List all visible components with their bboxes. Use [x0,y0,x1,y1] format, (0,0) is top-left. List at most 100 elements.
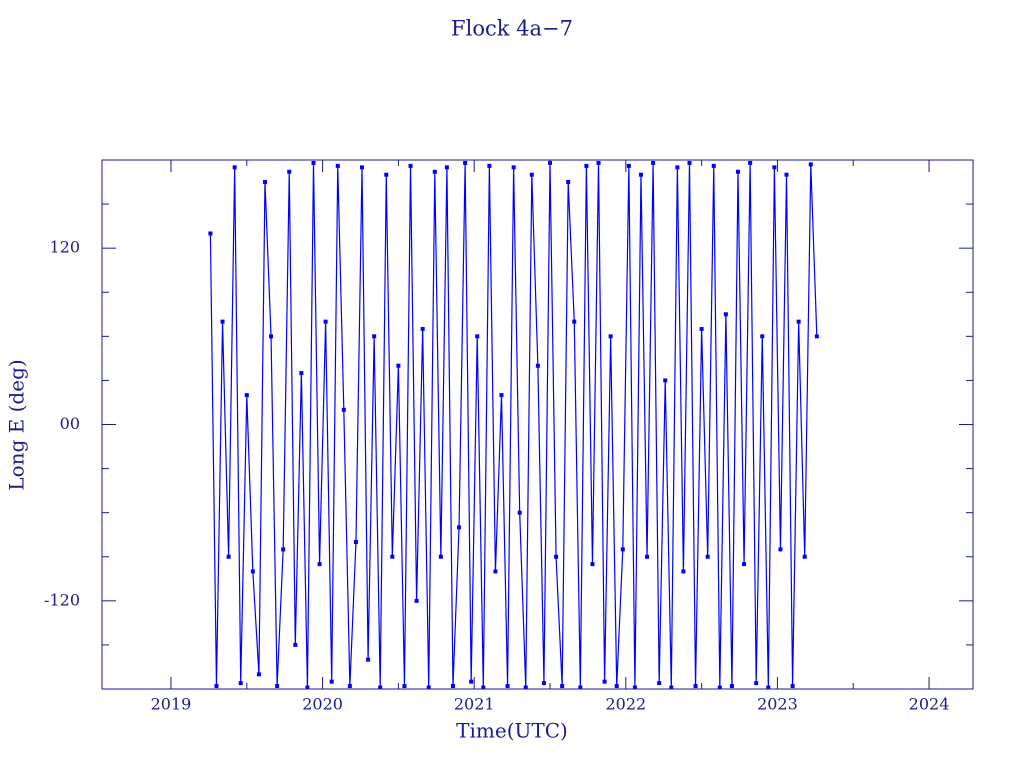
data-point [645,554,650,559]
x-tick-label: 2023 [757,695,798,714]
data-point [432,169,437,174]
data-point [693,684,698,689]
data-point [250,569,255,574]
data-point [760,334,765,339]
data-point [426,685,431,689]
data-point [262,180,267,185]
data-point [378,685,383,689]
data-point [772,165,777,170]
data-point [481,685,486,689]
data-point [517,510,522,515]
data-point [408,163,413,168]
data-point [590,562,595,567]
data-point [729,684,734,689]
data-point [748,160,753,165]
data-point [420,326,425,331]
data-point [566,180,571,185]
data-point [814,334,819,339]
data-point [414,598,419,603]
data-point [499,393,504,398]
data-point [341,407,346,412]
data-point [608,334,613,339]
data-point [396,363,401,368]
x-tick-label: 2019 [151,695,192,714]
data-point [244,393,249,398]
data-point [669,685,674,689]
data-point [226,554,231,559]
plot-area [208,160,819,689]
data-point [742,562,747,567]
data-point [281,547,286,552]
data-point [323,319,328,324]
data-point [329,679,334,684]
data-point [808,162,813,167]
data-point [766,685,771,689]
data-point [614,684,619,689]
data-point [505,684,510,689]
data-point [232,165,237,170]
data-point [541,681,546,686]
data-point [372,334,377,339]
data-point [802,554,807,559]
y-axis-label: Long E (deg) [5,359,29,490]
data-point [790,684,795,689]
data-point [681,569,686,574]
data-point [796,319,801,324]
x-tick-label: 2024 [909,695,950,714]
data-point [438,554,443,559]
chart-title: Flock 4a−7 [451,17,573,41]
data-point [632,685,637,689]
data-point [560,684,565,689]
data-point [596,160,601,165]
data-point [529,172,534,177]
data-point [208,231,213,236]
data-point [311,160,316,165]
data-point [699,326,704,331]
data-point [493,569,498,574]
x-tick-label: 2022 [605,695,646,714]
data-point [487,163,492,168]
data-point [602,679,607,684]
data-point [620,547,625,552]
y-tick-label: 120 [49,238,80,257]
data-point [663,378,668,383]
data-point [638,172,643,177]
data-point [469,679,474,684]
data-point [353,540,358,545]
data-point [305,685,310,689]
data-point [335,163,340,168]
data-point [220,319,225,324]
data-point [450,684,455,689]
data-point [717,685,722,689]
data-point [675,165,680,170]
data-point [347,684,352,689]
data-point [723,312,728,317]
data-point [402,684,407,689]
data-point [384,172,389,177]
data-point [784,172,789,177]
data-point [778,547,783,552]
data-point [238,681,243,686]
data-point [554,554,559,559]
y-tick-label: -120 [44,590,80,609]
y-tick-label: 00 [60,414,80,433]
data-point [657,681,662,686]
data-line [209,162,818,688]
data-point [572,319,577,324]
data-point [390,554,395,559]
data-point [705,554,710,559]
data-point [687,160,692,165]
data-point [444,165,449,170]
data-point [214,684,219,689]
data-point [360,165,365,170]
data-point [736,169,741,174]
data-point [299,371,304,376]
x-tick-label: 2020 [302,695,343,714]
data-point [317,562,322,567]
data-point [275,684,280,689]
x-axis-label: Time(UTC) [456,719,568,743]
data-point [626,163,631,168]
data-point [475,334,480,339]
data-point [754,681,759,686]
